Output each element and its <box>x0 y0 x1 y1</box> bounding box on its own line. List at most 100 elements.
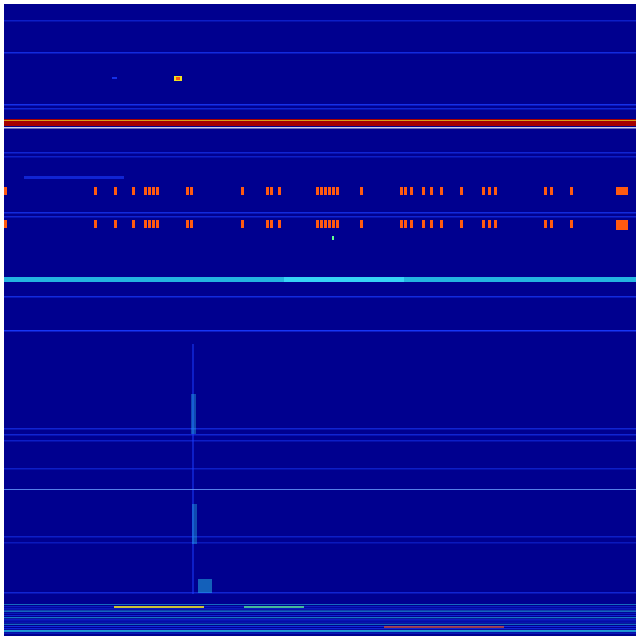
pulse-mark <box>570 187 573 195</box>
pulse-mark <box>440 220 443 228</box>
pulse-mark <box>152 220 155 228</box>
pulse-mark <box>570 220 573 228</box>
pulse-mark <box>430 187 433 195</box>
strong-band <box>4 119 636 126</box>
strong-band-highlight <box>4 120 636 121</box>
pulse-mark <box>144 220 147 228</box>
noise-row <box>4 610 636 612</box>
noise-row <box>4 606 636 608</box>
pulse-mark <box>132 220 135 228</box>
pulse-mark <box>328 220 331 228</box>
pulse-mark <box>422 187 425 195</box>
pulse-mark <box>430 220 433 228</box>
noise-highlight <box>244 606 304 608</box>
noise-highlight <box>384 626 504 628</box>
pulse-mark <box>494 187 497 195</box>
horizontal-band <box>4 296 636 298</box>
pulse-mark <box>241 220 244 228</box>
horizontal-band <box>4 152 636 154</box>
hotspot-core <box>176 77 180 80</box>
pulse-mark <box>94 220 97 228</box>
vertical-plume <box>192 344 194 594</box>
pulse-mark <box>488 187 491 195</box>
pulse-mark <box>186 220 189 228</box>
pulse-mark <box>544 187 547 195</box>
pulse-mark <box>152 187 155 195</box>
pulse-mark <box>156 220 159 228</box>
pulse-mark <box>400 187 403 195</box>
noise-row <box>4 628 636 630</box>
pulse-mark <box>316 220 319 228</box>
pulse-mark <box>270 187 273 195</box>
pulse-mark <box>482 187 485 195</box>
pulse-mark <box>494 220 497 228</box>
pulse-mark <box>316 187 319 195</box>
pulse-mark <box>550 187 553 195</box>
noise-row <box>4 630 636 632</box>
noise-row <box>4 632 636 634</box>
horizontal-band <box>4 104 636 106</box>
pulse-mark <box>266 220 269 228</box>
pulse-mark <box>482 220 485 228</box>
pulse-mark <box>4 220 7 228</box>
pulse-mark <box>320 187 323 195</box>
spot <box>332 236 334 240</box>
noise-row <box>4 623 636 625</box>
noise-row <box>4 608 636 610</box>
pulse-mark <box>404 220 407 228</box>
pulse-mark <box>186 187 189 195</box>
pulse-mark <box>332 220 335 228</box>
pulse-mark <box>400 220 403 228</box>
pulse-mark <box>114 187 117 195</box>
pulse-mark <box>336 187 339 195</box>
horizontal-band <box>4 156 636 158</box>
horizontal-band <box>4 108 636 110</box>
plume-bright <box>191 394 196 434</box>
horizontal-band <box>4 52 636 54</box>
horizontal-band <box>4 216 636 218</box>
noise-row <box>4 604 636 605</box>
heatmap-background <box>4 4 636 636</box>
spectrogram-heatmap <box>4 4 636 636</box>
strong-band-edge <box>4 127 636 129</box>
horizontal-band <box>4 428 636 430</box>
pulse-mark <box>324 220 327 228</box>
horizontal-band <box>4 592 636 594</box>
pulse-mark <box>544 220 547 228</box>
pulse-mark <box>360 220 363 228</box>
pulse-mark <box>460 187 463 195</box>
pulse-mark <box>328 187 331 195</box>
horizontal-band <box>4 536 636 538</box>
pulse-mark <box>132 187 135 195</box>
horizontal-band <box>4 440 636 442</box>
pulse-mark <box>241 187 244 195</box>
pulse-mark <box>266 187 269 195</box>
pulse-mark <box>270 220 273 228</box>
pulse-mark <box>460 220 463 228</box>
pulse-mark <box>114 220 117 228</box>
cyan-band-bright <box>284 277 404 282</box>
spot <box>112 77 117 79</box>
heatmap-marks <box>4 20 636 634</box>
pulse-mark <box>422 220 425 228</box>
noise-row <box>4 617 636 619</box>
dotted-line <box>4 489 636 490</box>
pulse-block <box>616 220 628 230</box>
pulse-mark <box>190 220 193 228</box>
pulse-mark <box>320 220 323 228</box>
plume-base <box>198 579 212 593</box>
plume-bright <box>192 504 197 544</box>
pulse-mark <box>332 187 335 195</box>
faint-streak <box>24 176 124 179</box>
pulse-mark <box>488 220 491 228</box>
pulse-mark <box>410 220 413 228</box>
horizontal-band <box>4 212 636 214</box>
horizontal-band <box>4 434 636 436</box>
noise-row <box>4 612 636 614</box>
horizontal-band <box>4 20 636 22</box>
pulse-mark <box>324 187 327 195</box>
pulse-mark <box>94 187 97 195</box>
pulse-mark <box>550 220 553 228</box>
pulse-mark <box>336 220 339 228</box>
pulse-mark <box>410 187 413 195</box>
